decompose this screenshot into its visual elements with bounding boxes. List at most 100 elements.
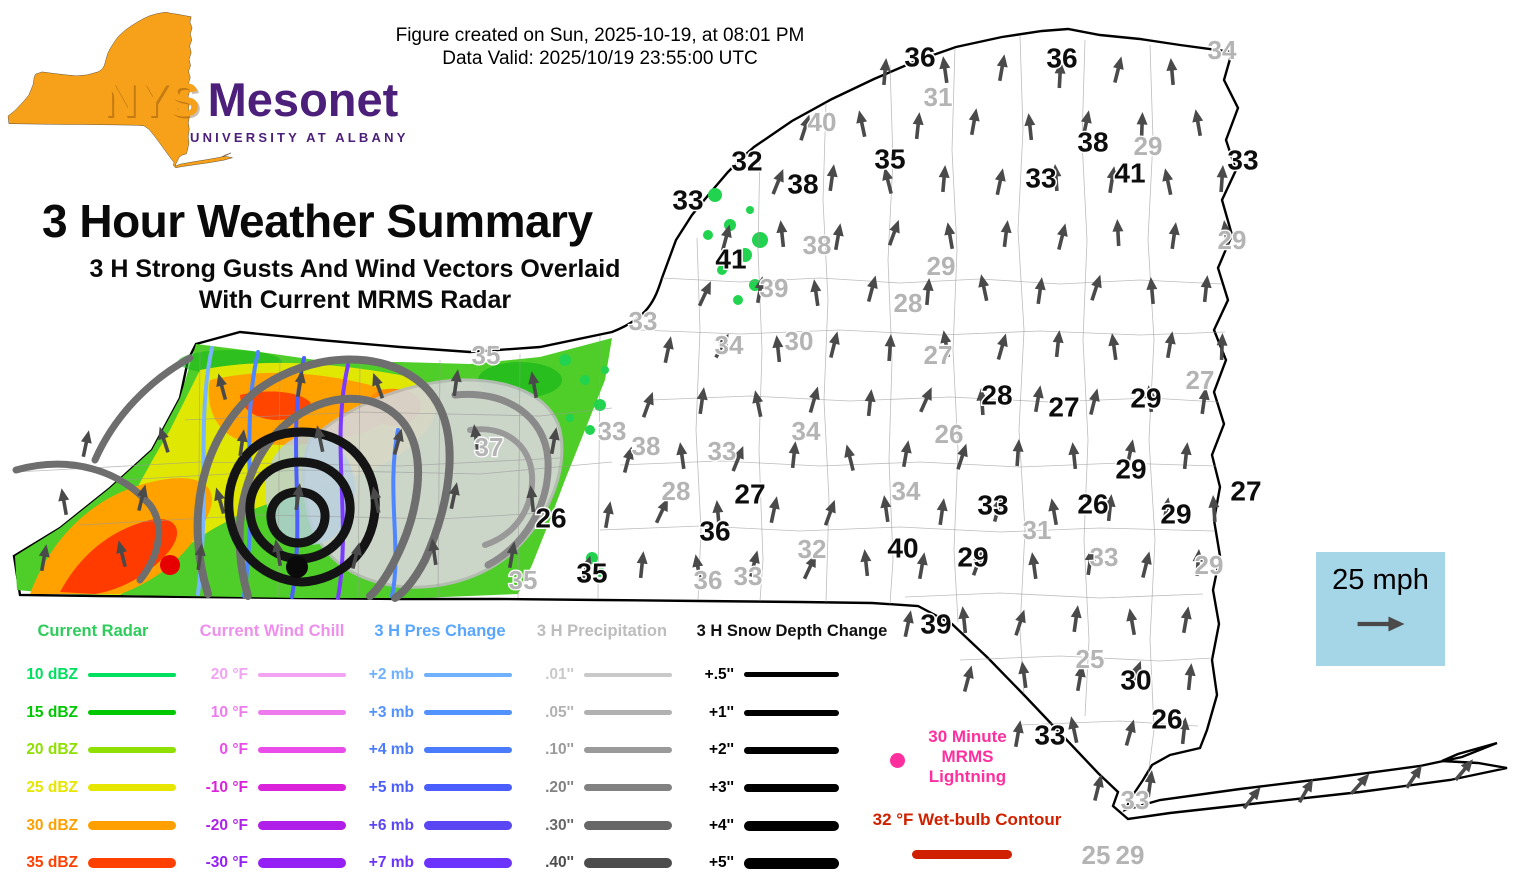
wind-arrow (856, 110, 868, 138)
legend-column-1: Current Radar 10 dBZ 15 dBZ 20 dBZ 25 dBZ 30 … (8, 616, 178, 876)
gust-value-strong: 33 (977, 490, 1008, 521)
wind-arrow (864, 389, 876, 417)
wind-arrow (714, 333, 729, 359)
wind-arrow (912, 112, 924, 140)
legend-item-label: 20 dBZ (26, 741, 78, 759)
wind-arrow (944, 222, 956, 250)
wind-arrow (506, 541, 518, 569)
wind-arrow (938, 165, 950, 193)
legend-item-line (584, 710, 672, 716)
wind-arrow (314, 425, 326, 453)
gust-value: 25 (1076, 644, 1105, 674)
legend-item: 15 dBZ (8, 694, 178, 732)
wind-arrow (860, 549, 872, 577)
wind-arrow (823, 499, 836, 526)
legend-item-line (424, 821, 512, 831)
wind-arrow (158, 426, 170, 453)
legend-item-line (88, 672, 176, 677)
legend-item-label: 25 dBZ (26, 778, 78, 796)
wind-arrow (1068, 716, 1080, 744)
wind-arrow (194, 543, 206, 571)
lightning-label-line: MRMS (941, 747, 994, 766)
gust-value-strong: 41 (1114, 158, 1145, 189)
legend-column-title: 3 H Snow Depth Change (696, 622, 888, 640)
wind-arrow (1208, 495, 1220, 523)
wind-arrow (1052, 330, 1064, 358)
legend-column-3: 3 H Pres Change +2 mb +3 mb +4 mb +5 mb +6 mb… (364, 616, 516, 876)
legend-item: .10'' (528, 731, 676, 769)
legend-item-label: +2'' (708, 741, 734, 759)
gust-value: 34 (715, 330, 744, 360)
wind-scale-label: 25 mph (1332, 564, 1429, 596)
legend: Current Radar 10 dBZ 15 dBZ 20 dBZ 25 dBZ 30 … (0, 616, 1080, 876)
wind-arrow (968, 108, 980, 136)
wind-arrow (826, 164, 838, 192)
wind-arrow (1112, 219, 1124, 247)
legend-column-title: 3 H Pres Change (374, 622, 506, 640)
legend-item-label: +3'' (708, 778, 734, 796)
wind-arrow (214, 487, 226, 514)
wind-arrow (1014, 609, 1026, 636)
wetbulb-label: 32 °F Wet-bulb Contour (872, 810, 1062, 829)
wind-arrow (1242, 786, 1261, 810)
legend-item: +3'' (690, 769, 894, 807)
wind-arrow (526, 485, 538, 513)
wind-arrow (1162, 168, 1174, 196)
gust-value: 28 (662, 476, 691, 506)
legend-item-line (258, 821, 346, 831)
gust-value-strong: 36 (1046, 43, 1077, 74)
gust-value: 36 (694, 565, 723, 595)
wind-arrow (1108, 333, 1120, 361)
gust-value-strong: 35 (576, 558, 607, 589)
gust-value: 25 (1082, 840, 1111, 870)
wind-arrow (676, 442, 688, 470)
wind-arrow (1200, 275, 1212, 303)
legend-item-line (424, 858, 512, 869)
legend-item: .40'' (528, 844, 676, 876)
gust-value-strong: 26 (1077, 489, 1108, 520)
gust-value: 34 (892, 476, 921, 506)
wind-arrow (939, 56, 951, 84)
legend-item-label: 30 dBZ (26, 816, 78, 834)
wind-arrow (1024, 113, 1036, 141)
legend-item-line (744, 672, 839, 678)
wind-arrow (80, 430, 92, 458)
gust-value: 29 (1116, 840, 1145, 870)
wind-arrow (58, 488, 70, 516)
wind-arrow (1198, 387, 1210, 415)
wind-arrow (720, 224, 732, 252)
legend-item-label: +2 mb (368, 665, 414, 683)
wind-arrow (1070, 605, 1082, 633)
wind-scale-arrow-icon (1357, 616, 1404, 632)
gust-value-strong: 38 (1077, 127, 1108, 158)
legend-item-label: 15 dBZ (26, 703, 78, 721)
wind-arrow (137, 484, 148, 512)
wind-arrow (1068, 442, 1080, 470)
legend-item: +.5'' (690, 656, 894, 694)
legend-column-4: 3 H Precipitation .01'' .05'' .10'' .20'' .30… (528, 616, 676, 876)
wind-arrow (1164, 331, 1176, 359)
wind-arrow (882, 167, 893, 195)
wind-arrow (799, 114, 811, 141)
legend-item-line (88, 710, 176, 716)
legend-item: +4'' (690, 807, 894, 845)
legend-column-2: Current Wind Chill 20 °F 10 °F 0 °F -10 °F -2… (196, 616, 348, 876)
wind-arrow (1034, 277, 1046, 305)
wind-arrow (996, 54, 1008, 82)
subtitle-line-1: 3 H Strong Gusts And Wind Vectors Overla… (89, 255, 621, 283)
gust-value: 26 (935, 419, 964, 449)
wind-arrow (754, 276, 766, 304)
gust-value-strong: 29 (1130, 383, 1161, 414)
wind-arrow (884, 334, 896, 362)
wind-arrow (1144, 770, 1156, 798)
gust-value: 38 (632, 431, 661, 461)
legend-item-line (744, 709, 839, 716)
wind-arrow (1080, 110, 1092, 138)
wind-arrow (1104, 494, 1116, 522)
wind-arrow (808, 386, 820, 413)
legend-item-line (88, 747, 176, 754)
legend-item: +7 mb (364, 844, 516, 876)
wind-arrow (636, 551, 648, 579)
wind-arrow (38, 544, 50, 572)
